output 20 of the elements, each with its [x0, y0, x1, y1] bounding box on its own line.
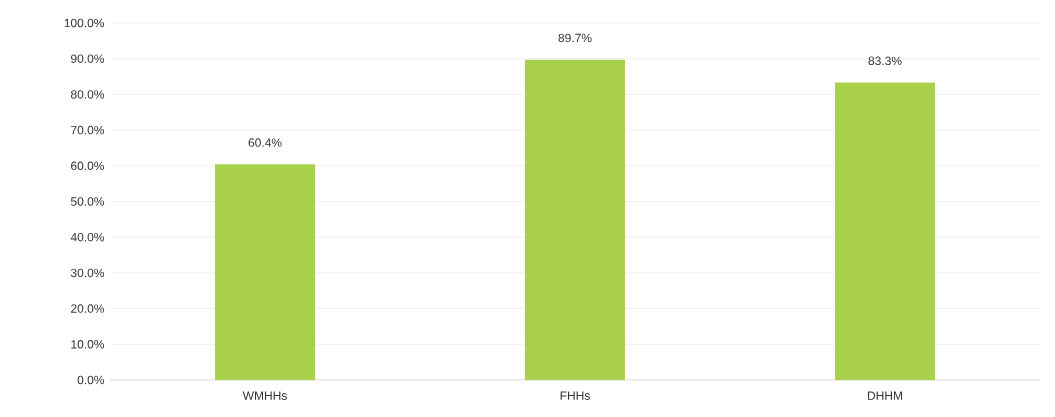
- bar: [525, 59, 625, 380]
- x-tick-label: WMHHs: [242, 391, 287, 400]
- y-tick-label: 70.0%: [71, 125, 105, 135]
- y-tick-label: 10.0%: [71, 340, 105, 349]
- x-tick-label: FHHs: [560, 391, 590, 400]
- data-label: 89.7%: [558, 33, 592, 43]
- y-tick-label: 80.0%: [70, 90, 105, 99]
- y-tick-label: 100.0%: [64, 18, 105, 28]
- y-tick-label: 50.0%: [70, 197, 105, 206]
- y-tick-label: 40.0%: [70, 232, 105, 242]
- x-tick-label: DHHM: [867, 391, 902, 400]
- data-label: 60.4%: [248, 138, 282, 147]
- bar: [215, 164, 316, 380]
- y-tick-label: 90.0%: [71, 54, 105, 63]
- y-tick-label: 20.0%: [71, 304, 105, 313]
- y-tick-label: 60.0%: [71, 161, 105, 171]
- y-tick-label: 0.0%: [77, 375, 105, 385]
- y-tick-label: 30.0%: [70, 268, 105, 278]
- data-label: 83.3%: [868, 56, 902, 66]
- bar: [835, 82, 935, 380]
